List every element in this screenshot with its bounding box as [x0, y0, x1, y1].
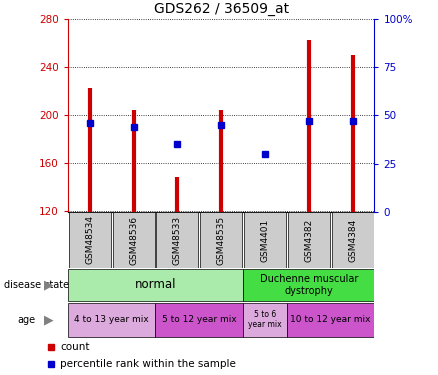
Text: GSM4382: GSM4382: [304, 218, 313, 262]
Text: GSM48533: GSM48533: [173, 215, 182, 265]
FancyBboxPatch shape: [156, 213, 198, 268]
Text: ▶: ▶: [44, 279, 54, 291]
Text: 5 to 6
year mix: 5 to 6 year mix: [248, 310, 282, 329]
Text: normal: normal: [135, 279, 176, 291]
FancyBboxPatch shape: [287, 303, 374, 337]
FancyBboxPatch shape: [243, 269, 374, 301]
Text: disease state: disease state: [4, 280, 70, 290]
Text: age: age: [18, 315, 35, 325]
FancyBboxPatch shape: [288, 213, 330, 268]
Text: Duchenne muscular
dystrophy: Duchenne muscular dystrophy: [260, 274, 358, 296]
FancyBboxPatch shape: [200, 213, 242, 268]
Text: 10 to 12 year mix: 10 to 12 year mix: [290, 315, 371, 324]
FancyBboxPatch shape: [68, 303, 155, 337]
FancyBboxPatch shape: [69, 213, 111, 268]
Text: percentile rank within the sample: percentile rank within the sample: [60, 359, 236, 369]
Text: GSM4401: GSM4401: [261, 218, 269, 262]
FancyBboxPatch shape: [155, 303, 243, 337]
Text: 5 to 12 year mix: 5 to 12 year mix: [162, 315, 237, 324]
Text: count: count: [60, 342, 89, 352]
Text: 4 to 13 year mix: 4 to 13 year mix: [74, 315, 149, 324]
Text: GSM48534: GSM48534: [85, 216, 94, 264]
FancyBboxPatch shape: [68, 269, 243, 301]
FancyBboxPatch shape: [244, 213, 286, 268]
Title: GDS262 / 36509_at: GDS262 / 36509_at: [154, 2, 289, 16]
FancyBboxPatch shape: [243, 303, 287, 337]
FancyBboxPatch shape: [332, 213, 374, 268]
Text: GSM48535: GSM48535: [217, 215, 226, 265]
Text: GSM48536: GSM48536: [129, 215, 138, 265]
Text: ▶: ▶: [44, 313, 54, 326]
FancyBboxPatch shape: [113, 213, 155, 268]
Text: GSM4384: GSM4384: [348, 218, 357, 262]
